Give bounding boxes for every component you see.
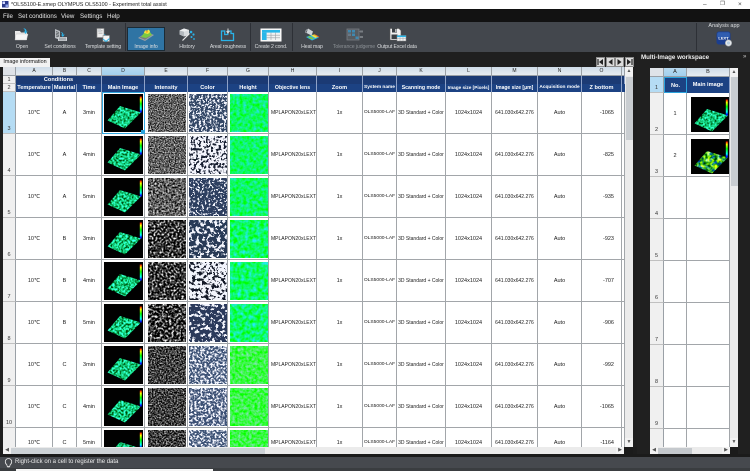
svg-text:LEXT: LEXT: [718, 35, 729, 40]
